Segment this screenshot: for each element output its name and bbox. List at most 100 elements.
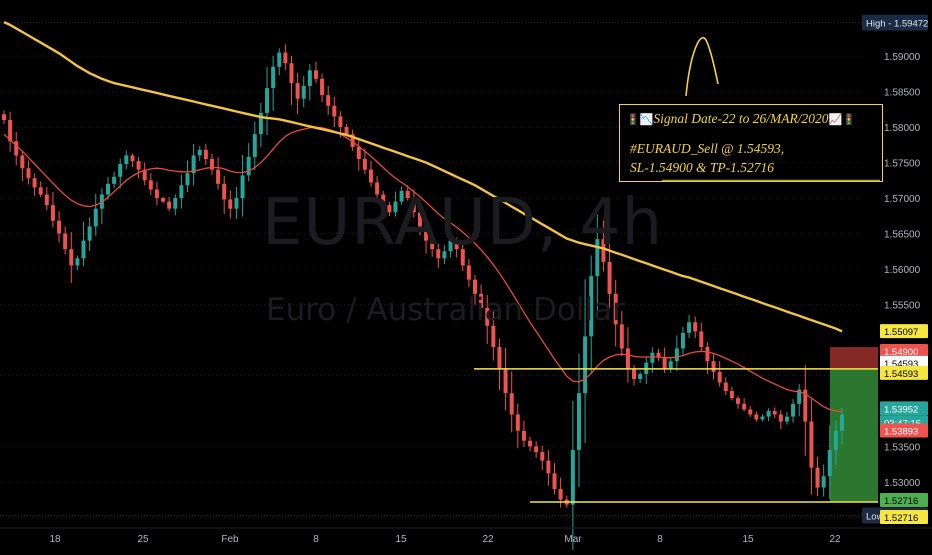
candle-body: [583, 336, 588, 394]
candle-body: [552, 473, 557, 489]
stop-loss-zone[interactable]: [830, 347, 878, 369]
candle-body: [228, 199, 233, 209]
candle-body: [607, 261, 612, 294]
candle-body: [173, 198, 178, 209]
take-profit-zone[interactable]: [830, 368, 878, 503]
candle-body: [546, 460, 551, 474]
candle-body: [387, 205, 392, 213]
candle-body: [57, 220, 62, 234]
candle-body: [240, 175, 245, 199]
candle-body: [393, 201, 398, 213]
candle-body: [191, 155, 196, 174]
price-tag-label: 1.52716: [884, 513, 918, 524]
moving-averages-layer: [3, 21, 843, 413]
candle-body: [772, 410, 777, 415]
candle-body: [301, 85, 306, 99]
candle-body: [185, 173, 190, 186]
candle-body: [699, 331, 704, 348]
candle-body: [613, 293, 618, 325]
candle-body: [717, 371, 722, 383]
candle-body: [687, 322, 692, 333]
candle-body: [595, 239, 600, 277]
candle-body: [161, 198, 166, 202]
candle-body: [791, 403, 796, 417]
candle-body: [142, 169, 147, 181]
candle-body: [75, 258, 80, 266]
price-tag-box: [880, 510, 928, 525]
price-tag-label: 1.54900: [884, 347, 918, 358]
candle-body: [405, 190, 410, 199]
symbol-watermark: EURAUD, 4h: [262, 186, 664, 260]
candle-body: [748, 409, 753, 415]
candle-body: [729, 391, 734, 399]
candle-body: [760, 416, 765, 420]
price-tick-label: 1.59000: [884, 52, 921, 63]
candle-body: [601, 239, 606, 262]
candle-body: [784, 416, 789, 422]
candle-body: [38, 187, 43, 195]
candle-body: [576, 393, 581, 450]
candle-body: [840, 414, 844, 431]
candle-body: [680, 332, 685, 349]
candle-body: [430, 240, 435, 250]
price-tick-label: 1.58000: [884, 123, 921, 134]
candle-body: [472, 279, 477, 294]
candle-body: [197, 149, 202, 156]
time-tick-label: 8: [313, 534, 319, 545]
candle-body: [723, 382, 728, 392]
time-tick-label: 15: [742, 534, 754, 545]
signal-note[interactable]: 🚦📉Signal Date-22 to 26/MAR/2020📈🚦 #EURAU…: [619, 104, 883, 182]
candle-body: [118, 163, 123, 177]
candle-body: [503, 368, 508, 394]
candle-body: [442, 251, 447, 259]
time-tick-label: 22: [829, 534, 841, 545]
candle-body: [509, 393, 514, 415]
candle-body: [32, 178, 37, 188]
candle-body: [491, 325, 496, 348]
price-tick-label: 1.53500: [884, 442, 921, 453]
candle-body: [234, 198, 239, 209]
price-tag-box: [880, 493, 928, 508]
candle-body: [69, 249, 74, 266]
candle-body: [454, 240, 459, 250]
signal-headline: 🚦📉Signal Date-22 to 26/MAR/2020📈🚦: [626, 111, 878, 127]
candle-body: [148, 180, 153, 190]
candle-body: [26, 168, 31, 179]
candle-body: [326, 95, 331, 106]
candle-body: [50, 205, 55, 221]
candle-body: [14, 141, 19, 156]
candle-body: [362, 159, 367, 170]
price-tag-label: 1.52716: [884, 496, 918, 507]
horizontal-levels-layer: [474, 179, 880, 503]
traffic-light-icon: 🚦: [626, 113, 640, 126]
time-tick-label: 15: [395, 534, 407, 545]
candle-body: [124, 155, 129, 164]
candle-body: [63, 233, 68, 250]
candle-body: [827, 449, 832, 477]
candle-body: [589, 276, 594, 337]
candle-body: [258, 112, 263, 135]
signal-entry-line: #EURAUD_Sell @ 1.54593,: [630, 141, 785, 156]
candle-body: [693, 322, 698, 332]
candle-body: [540, 452, 545, 461]
price-tag-box: [880, 423, 928, 438]
candle-body: [209, 159, 214, 170]
price-tag-box: [880, 365, 928, 380]
candle-body: [277, 52, 282, 67]
candle-body: [105, 183, 110, 195]
signal-headline-text: Signal Date-22 to 26/MAR/2020: [653, 111, 829, 126]
candle-body: [167, 201, 172, 209]
price-tick-label: 1.56500: [884, 230, 921, 241]
candle-body: [350, 134, 355, 147]
candle-body: [558, 488, 563, 500]
candle-body: [632, 368, 637, 379]
candle-body: [222, 183, 227, 200]
candle-body: [154, 189, 159, 199]
time-tick-label: 8: [657, 534, 663, 545]
time-tick-label: Mar: [564, 534, 582, 545]
candle-body: [93, 208, 98, 227]
candle-body: [821, 476, 826, 488]
